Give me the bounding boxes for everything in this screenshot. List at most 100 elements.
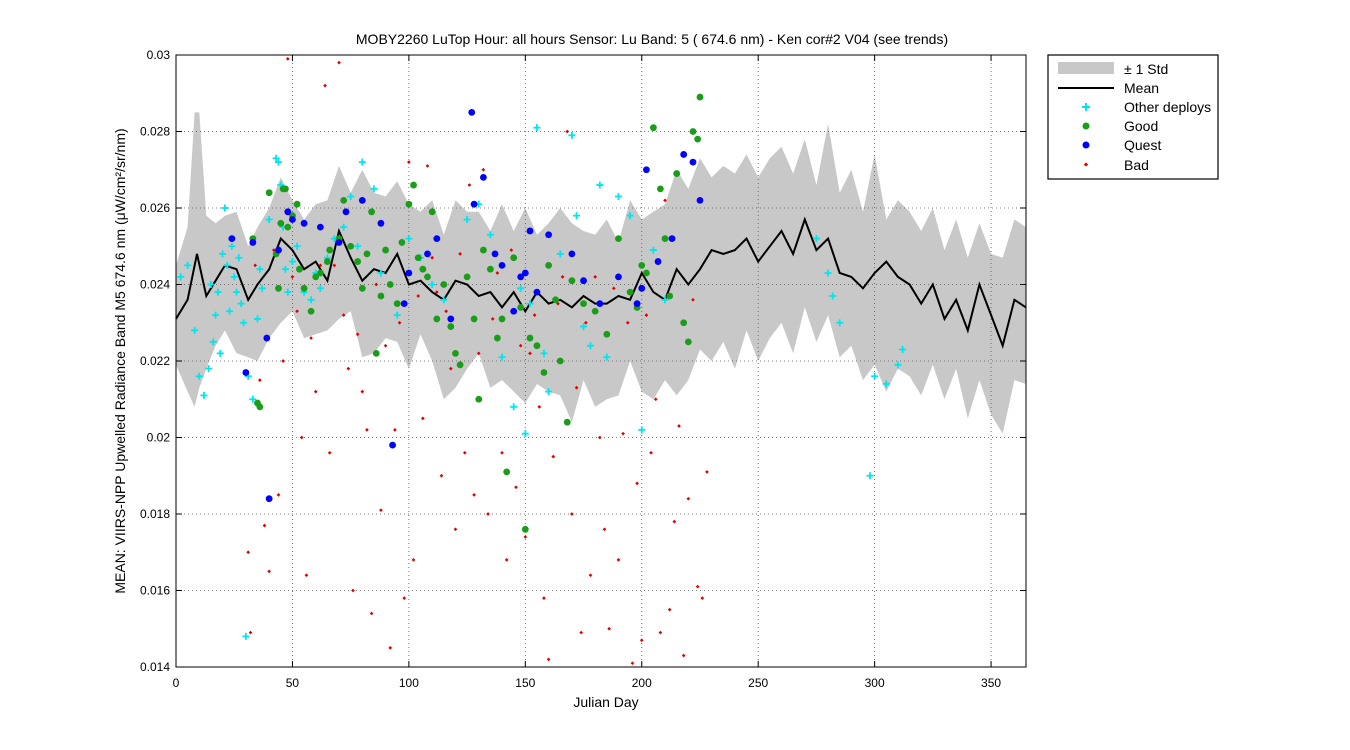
bad-point <box>672 519 677 524</box>
other-deploy-point <box>272 154 280 162</box>
bad-point <box>532 313 537 317</box>
good-point <box>377 292 385 300</box>
legend-other-marker <box>1082 103 1090 111</box>
bad-point <box>253 263 258 268</box>
other-deploy-point <box>824 269 832 277</box>
other-deploy-point <box>614 193 622 201</box>
std-band-layer <box>176 112 1026 434</box>
other-deploy-point <box>249 395 257 403</box>
bad-point <box>528 351 532 356</box>
other-deploy-point <box>184 261 192 269</box>
good-point <box>591 307 599 315</box>
bad-point <box>542 596 546 600</box>
other-deploy-point <box>393 311 401 319</box>
other-deploy-point <box>871 372 879 380</box>
other-deploy-point <box>288 258 296 266</box>
good-point <box>300 284 308 292</box>
bad-point <box>686 496 691 501</box>
bad-point <box>295 309 299 314</box>
bad-point <box>481 167 486 172</box>
bad-point <box>402 596 407 600</box>
quest-point <box>491 250 499 258</box>
y-tick-label: 0.014 <box>140 660 170 674</box>
bad-point <box>327 450 332 455</box>
quest-point <box>470 200 478 208</box>
good-point <box>545 261 553 269</box>
bad-point <box>309 336 313 340</box>
bad-point <box>653 397 658 402</box>
bad-point <box>290 275 295 279</box>
quest-point <box>389 441 396 449</box>
good-point <box>312 273 320 281</box>
good-point <box>307 307 315 315</box>
x-tick-label: 100 <box>399 676 419 690</box>
good-point <box>521 525 529 533</box>
other-deploy-point <box>521 430 529 438</box>
good-point <box>386 281 394 288</box>
legend-quest-marker <box>1082 141 1090 149</box>
x-axis-label: Julian Day <box>573 694 638 710</box>
quest-point <box>633 300 641 308</box>
other-deploy-point <box>191 326 199 334</box>
other-deploy-point <box>882 380 890 388</box>
quest-point <box>517 273 525 281</box>
good-point <box>347 242 355 250</box>
other-deploy-point <box>242 632 250 640</box>
good-point <box>503 468 511 476</box>
bad-point <box>495 271 500 275</box>
bad-point <box>439 473 444 478</box>
quest-point <box>400 300 408 308</box>
other-deploy-point <box>829 292 837 300</box>
quest-point <box>615 273 622 281</box>
axis-ticks: 0 50 100 150 200 250 300 350 0.014 0.016 0.018 0.02… <box>140 48 1026 690</box>
good-point <box>256 403 264 411</box>
other-deploy-point <box>812 235 820 243</box>
good-point <box>296 265 303 273</box>
other-deploy-point <box>358 158 366 166</box>
other-deploy-point <box>214 288 222 296</box>
good-point <box>498 315 506 323</box>
bad-point <box>649 450 653 455</box>
good-point <box>424 273 431 281</box>
other-deploy-point <box>207 281 215 288</box>
good-point <box>556 357 564 365</box>
good-point <box>666 292 674 300</box>
data-points <box>177 56 907 666</box>
good-point <box>493 334 501 342</box>
quest-point <box>265 495 273 503</box>
other-deploy-point <box>240 319 248 327</box>
quest-point <box>447 315 455 323</box>
quest-point <box>284 208 292 216</box>
good-point <box>372 349 380 357</box>
bad-point <box>341 313 346 317</box>
good-point <box>316 269 324 277</box>
quest-point <box>498 261 506 269</box>
y-tick-label: 0.024 <box>140 278 170 292</box>
bad-point <box>593 275 598 279</box>
y-tick-label: 0.026 <box>140 201 170 215</box>
bad-point <box>607 626 611 631</box>
bad-point <box>621 431 625 436</box>
other-deploy-point <box>510 403 518 411</box>
other-deploy-point <box>237 300 245 308</box>
good-point <box>363 250 371 258</box>
good-point <box>580 300 587 308</box>
bad-point <box>257 378 262 382</box>
good-point <box>470 315 478 323</box>
other-deploy-point <box>293 242 301 250</box>
bad-point <box>523 535 528 539</box>
good-point <box>603 330 611 338</box>
good-point <box>323 258 331 265</box>
quest-point <box>228 235 236 243</box>
other-deploy-point <box>899 346 907 354</box>
bad-point <box>546 657 551 662</box>
bad-point <box>476 351 481 356</box>
bad-point <box>639 638 644 643</box>
std-band-area <box>176 112 1026 434</box>
quest-point <box>689 158 697 166</box>
other-deploy-point <box>230 273 238 281</box>
bad-point <box>625 320 630 325</box>
bad-point <box>323 83 327 88</box>
good-point <box>382 246 389 254</box>
good-point <box>393 300 401 308</box>
